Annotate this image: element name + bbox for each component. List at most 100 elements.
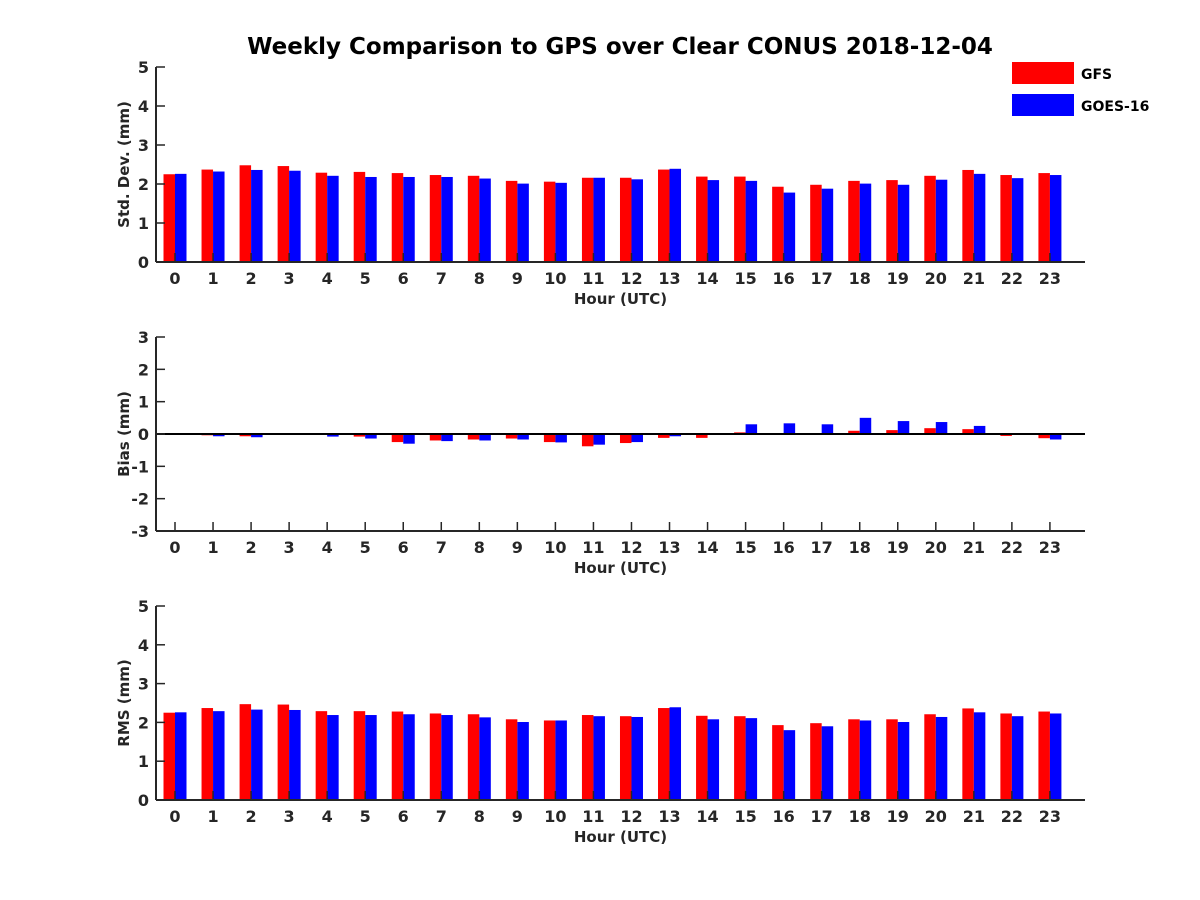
std-dev-y-tick-label: 5 xyxy=(138,58,149,77)
std-dev-x-tick-label: 0 xyxy=(169,269,180,288)
std-dev-bar-gfs-4 xyxy=(315,172,328,262)
rms-bar-goes16-10 xyxy=(555,720,567,800)
rms-bar-goes16-16 xyxy=(783,730,796,800)
std-dev-bar-gfs-9 xyxy=(505,180,518,262)
std-dev-x-axis-label: Hour (UTC) xyxy=(574,290,667,308)
bias-x-tick-label: 18 xyxy=(849,538,871,557)
rms-bar-goes16-19 xyxy=(897,722,910,800)
rms-x-tick-label: 0 xyxy=(169,807,180,826)
rms-bar-goes16-0 xyxy=(175,712,187,800)
rms-x-tick-label: 6 xyxy=(398,807,409,826)
bias-y-tick-label: -3 xyxy=(131,522,149,541)
rms-bar-goes16-11 xyxy=(593,716,605,800)
std-dev-y-axis-label: Std. Dev. (mm) xyxy=(115,101,133,228)
std-dev-bar-gfs-21 xyxy=(962,169,974,262)
std-dev-x-tick-label: 1 xyxy=(207,269,218,288)
rms-bar-gfs-15 xyxy=(734,716,746,800)
std-dev-x-tick-label: 6 xyxy=(398,269,409,288)
bias-bar-gfs-20 xyxy=(924,428,936,434)
rms-x-tick-label: 21 xyxy=(963,807,985,826)
bias-bar-goes16-16 xyxy=(783,423,796,434)
std-dev-bar-gfs-11 xyxy=(581,177,594,262)
rms-x-tick-label: 5 xyxy=(360,807,371,826)
rms-bar-gfs-13 xyxy=(658,708,670,800)
rms-bar-goes16-8 xyxy=(479,717,491,800)
rms-bar-goes16-5 xyxy=(365,715,377,800)
bias-x-tick-label: 3 xyxy=(284,538,295,557)
std-dev-y-tick-label: 0 xyxy=(138,253,149,272)
rms-x-tick-label: 7 xyxy=(436,807,447,826)
rms-x-tick-label: 15 xyxy=(734,807,756,826)
bias-bar-goes16-20 xyxy=(935,422,948,434)
std-dev-bar-gfs-8 xyxy=(467,175,480,262)
bias-x-tick-label: 5 xyxy=(360,538,371,557)
bias-x-tick-label: 0 xyxy=(169,538,180,557)
bias-bar-goes16-12 xyxy=(631,434,643,443)
bias-x-tick-label: 16 xyxy=(773,538,795,557)
bias-bar-goes16-21 xyxy=(973,425,986,434)
std-dev-bar-gfs-22 xyxy=(1000,175,1012,262)
bias-x-tick-label: 21 xyxy=(963,538,985,557)
std-dev-bar-gfs-17 xyxy=(810,184,822,262)
rms-bar-goes16-17 xyxy=(821,726,834,800)
rms-bar-goes16-9 xyxy=(517,722,529,800)
rms-bar-goes16-6 xyxy=(403,714,415,800)
figure-title: Weekly Comparison to GPS over Clear CONU… xyxy=(247,34,993,60)
std-dev-bar-goes16-15 xyxy=(745,180,758,262)
bias-bar-gfs-6 xyxy=(391,434,404,443)
rms-y-tick-label: 2 xyxy=(138,713,149,732)
bias-x-tick-label: 12 xyxy=(620,538,642,557)
bias-x-axis-label: Hour (UTC) xyxy=(574,559,667,577)
rms-bar-gfs-22 xyxy=(1000,713,1012,800)
std-dev-x-tick-label: 22 xyxy=(1001,269,1023,288)
rms-x-tick-label: 20 xyxy=(925,807,947,826)
rms-bar-gfs-14 xyxy=(696,715,708,800)
rms-y-tick-label: 1 xyxy=(138,752,149,771)
bias-y-axis-label: Bias (mm) xyxy=(115,391,133,477)
std-dev-bar-goes16-18 xyxy=(859,183,872,262)
rms-bar-gfs-19 xyxy=(886,719,898,800)
std-dev-bar-gfs-15 xyxy=(734,176,746,262)
std-dev-bar-goes16-8 xyxy=(479,178,491,262)
bias-bar-gfs-13 xyxy=(658,434,670,438)
std-dev-x-tick-label: 21 xyxy=(963,269,985,288)
std-dev-bar-gfs-23 xyxy=(1038,173,1050,262)
std-dev-bar-goes16-12 xyxy=(631,179,643,262)
bias-y-tick-label: 3 xyxy=(138,328,149,347)
rms-bar-goes16-23 xyxy=(1049,713,1062,800)
rms-x-tick-label: 10 xyxy=(544,807,566,826)
rms-bar-gfs-17 xyxy=(810,723,822,800)
bias-x-tick-label: 8 xyxy=(474,538,485,557)
bias-x-tick-label: 22 xyxy=(1001,538,1023,557)
rms-bar-goes16-1 xyxy=(213,711,225,800)
std-dev-x-tick-label: 20 xyxy=(925,269,947,288)
rms-bar-goes16-13 xyxy=(669,707,682,800)
rms-x-tick-label: 18 xyxy=(849,807,871,826)
bias-x-tick-label: 1 xyxy=(207,538,218,557)
bias-y-tick-label: 2 xyxy=(138,360,149,379)
std-dev-bar-gfs-19 xyxy=(886,180,898,262)
std-dev-x-tick-label: 7 xyxy=(436,269,447,288)
std-dev-bar-goes16-9 xyxy=(517,183,529,262)
std-dev-x-tick-label: 14 xyxy=(696,269,718,288)
bias-bar-gfs-2 xyxy=(239,434,252,437)
std-dev-bar-gfs-18 xyxy=(848,180,860,262)
std-dev-x-tick-label: 13 xyxy=(658,269,680,288)
std-dev-x-tick-label: 10 xyxy=(544,269,566,288)
std-dev-bar-goes16-5 xyxy=(365,176,377,262)
std-dev-bar-gfs-6 xyxy=(391,173,404,262)
std-dev-x-tick-label: 5 xyxy=(360,269,371,288)
rms-bar-gfs-5 xyxy=(353,711,366,800)
rms-bar-goes16-4 xyxy=(327,715,339,800)
bias-x-tick-label: 11 xyxy=(582,538,604,557)
std-dev-bar-goes16-3 xyxy=(289,170,301,262)
std-dev-bar-gfs-3 xyxy=(277,166,290,262)
rms-x-tick-label: 8 xyxy=(474,807,485,826)
std-dev-x-tick-label: 19 xyxy=(887,269,909,288)
std-dev-bar-gfs-20 xyxy=(924,175,936,262)
rms-bar-gfs-10 xyxy=(543,720,556,800)
rms-y-tick-label: 4 xyxy=(138,636,149,655)
bias-bar-goes16-1 xyxy=(213,434,225,437)
bias-bar-goes16-2 xyxy=(251,434,263,438)
